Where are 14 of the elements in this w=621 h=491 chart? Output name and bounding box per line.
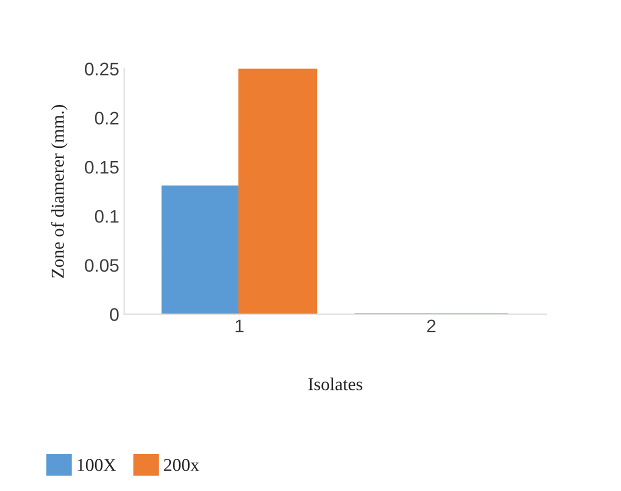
- y-tick-label: 0.05: [84, 259, 119, 272]
- x-tick-label: 2: [427, 320, 436, 332]
- y-tick-label: 0.15: [84, 160, 119, 174]
- x-axis-title: Isolates: [308, 378, 362, 390]
- bar: [162, 186, 240, 314]
- y-tick-label: 0.25: [84, 62, 119, 76]
- y-tick-label: 0.1: [94, 210, 118, 223]
- y-tick-label: 0: [110, 308, 119, 321]
- y-axis-title: Zone of diamerer (mm.): [50, 105, 68, 278]
- legend-label: 100X: [78, 458, 116, 472]
- bar: [238, 68, 318, 314]
- legend-label: 200x: [164, 458, 200, 472]
- y-tick-label: 0.2: [94, 112, 118, 125]
- x-tick-label: 1: [236, 320, 244, 332]
